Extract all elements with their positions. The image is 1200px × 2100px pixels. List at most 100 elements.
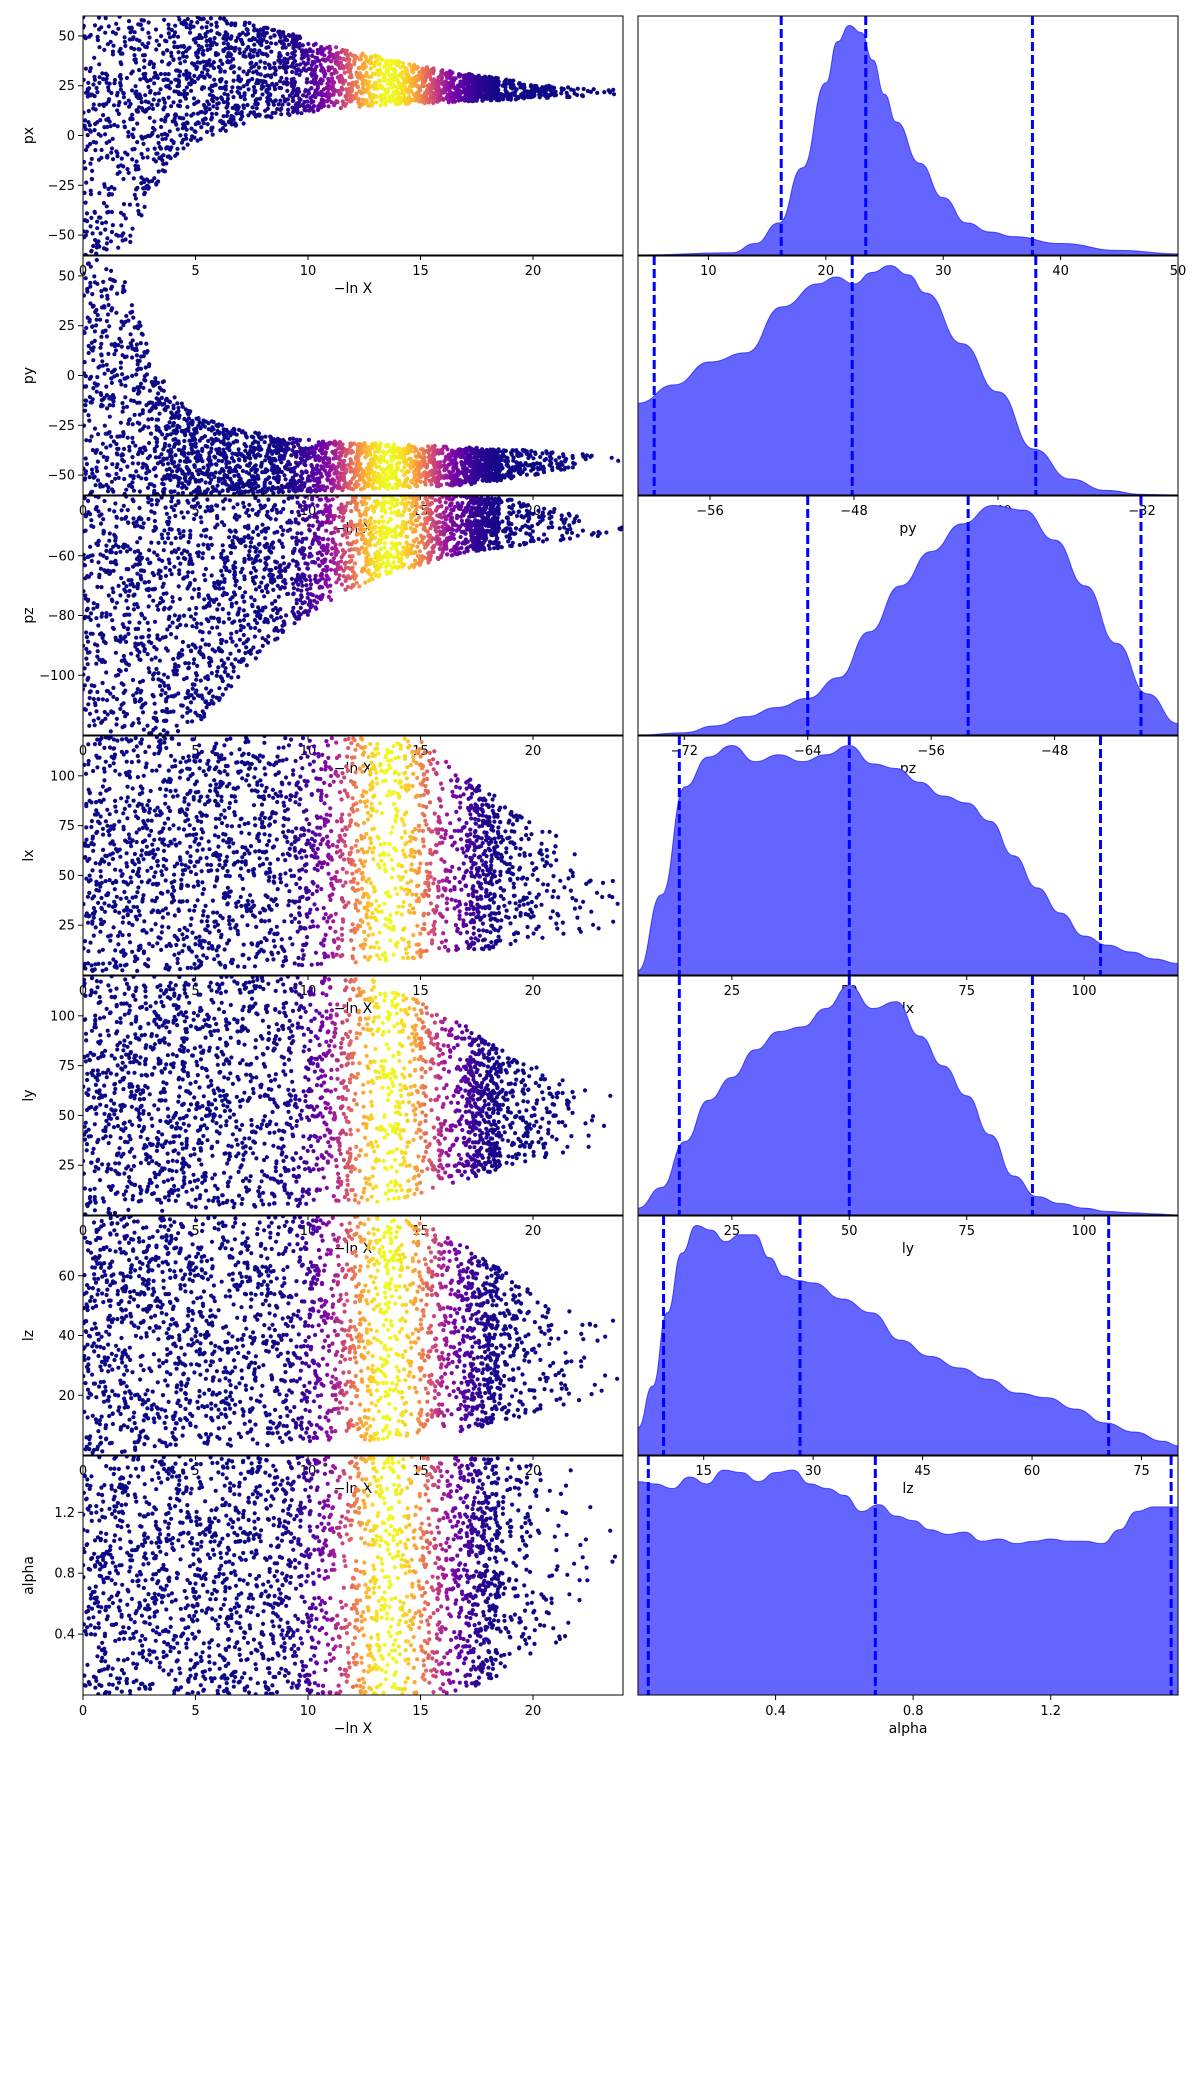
sample-point [195, 111, 200, 116]
sample-point [211, 60, 216, 65]
sample-point [105, 312, 111, 317]
sample-point [103, 431, 108, 436]
sample-point [463, 81, 468, 86]
sample-point [278, 98, 283, 103]
sample-point [343, 94, 348, 99]
sample-point [166, 26, 171, 31]
sample-point [407, 84, 412, 89]
sample-point [335, 475, 340, 480]
sample-point [277, 487, 282, 492]
sample-point [324, 94, 329, 99]
sample-point [83, 118, 88, 123]
sample-point [97, 215, 102, 220]
sample-point [329, 65, 334, 70]
sample-point [203, 116, 208, 121]
sample-point [128, 332, 133, 337]
sample-point [94, 257, 99, 263]
sample-point [245, 31, 251, 36]
sample-point [224, 80, 229, 85]
sample-point [275, 107, 280, 112]
sample-point [218, 118, 223, 123]
sample-point [129, 398, 134, 403]
sample-point [161, 456, 166, 461]
sample-point [241, 105, 246, 110]
sample-point [388, 79, 393, 84]
sample-point [118, 467, 123, 472]
sample-point [244, 470, 249, 475]
sample-point [137, 320, 142, 325]
sample-point [232, 473, 237, 478]
sample-point [303, 108, 308, 113]
sample-point [125, 167, 130, 172]
sample-point [97, 27, 102, 32]
sample-point [344, 450, 349, 455]
sample-point [332, 478, 337, 483]
x-axis-label: −ln X [334, 281, 373, 297]
y-tick-label: −25 [48, 179, 75, 194]
sample-point [178, 99, 183, 104]
sample-point [85, 219, 90, 224]
sample-point [101, 113, 106, 118]
sample-point [114, 149, 119, 154]
sample-point [83, 271, 86, 276]
sample-point [341, 65, 346, 70]
sample-point [181, 72, 187, 77]
sample-point [251, 474, 256, 479]
sample-point [431, 66, 436, 71]
sample-point [167, 61, 172, 66]
sample-point [103, 465, 109, 470]
sample-point [339, 463, 345, 468]
sample-point [566, 85, 571, 90]
sample-point [246, 87, 251, 92]
sample-point [543, 456, 549, 462]
sample-point [334, 55, 339, 60]
sample-point [314, 443, 319, 448]
sample-point [291, 65, 297, 70]
sample-point [119, 339, 124, 344]
sample-point [334, 51, 339, 56]
sample-point [158, 429, 163, 434]
sample-point [291, 54, 296, 59]
sample-point [360, 102, 365, 107]
sample-point [591, 87, 596, 92]
sample-point [90, 448, 95, 453]
sample-point [192, 135, 197, 140]
sample-point [214, 96, 220, 101]
sample-point [575, 86, 580, 91]
sample-point [561, 452, 566, 457]
sample-point [189, 88, 194, 93]
sample-point [95, 226, 100, 231]
sample-point [286, 102, 291, 107]
sample-point [203, 34, 208, 39]
sample-point [95, 120, 100, 125]
sample-point [246, 69, 251, 74]
sample-point [169, 454, 174, 459]
sample-point [361, 478, 366, 483]
sample-point [201, 59, 206, 64]
sample-point [189, 471, 195, 476]
sample-point [123, 43, 128, 49]
sample-point [135, 324, 140, 329]
sample-point [346, 81, 351, 87]
sample-point [154, 47, 159, 52]
sample-point [277, 53, 282, 58]
sample-point [531, 456, 536, 461]
sample-point [233, 103, 238, 108]
sample-point [305, 447, 310, 452]
sample-point [130, 435, 135, 440]
sample-point [107, 403, 112, 408]
sample-point [326, 76, 331, 82]
sample-point [86, 343, 91, 349]
sample-point [169, 104, 174, 109]
sample-point [264, 454, 269, 459]
sample-point [102, 47, 107, 53]
sample-point [83, 110, 86, 115]
sample-point [298, 474, 304, 479]
x-tick-label: 10 [700, 264, 717, 279]
sample-point [457, 72, 462, 77]
sample-point [94, 317, 99, 322]
sample-point [399, 86, 404, 91]
sample-point [220, 423, 225, 428]
sample-point [133, 163, 138, 168]
sample-point [127, 444, 132, 449]
